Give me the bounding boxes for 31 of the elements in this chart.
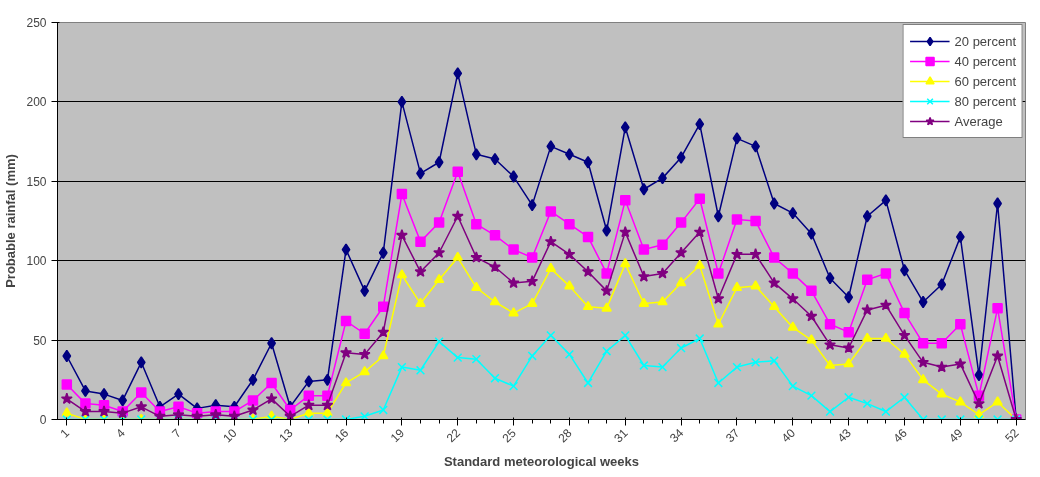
x-tick-label: 10 bbox=[220, 425, 240, 446]
y-tick-label: 150 bbox=[26, 174, 47, 189]
x-tick-label: 19 bbox=[387, 425, 408, 446]
x-tick-label: 7 bbox=[169, 425, 185, 441]
y-tick-label: 50 bbox=[33, 333, 47, 348]
x-tick-label: 49 bbox=[946, 425, 966, 446]
legend-label: 60 percent bbox=[954, 73, 1016, 89]
legend-label: Average bbox=[954, 113, 1003, 129]
legend-label: 80 percent bbox=[954, 93, 1016, 109]
x-tick-label: 34 bbox=[667, 425, 687, 446]
x-tick-label: 4 bbox=[113, 425, 129, 441]
x-tick-label: 31 bbox=[611, 425, 631, 446]
x-tick-label: 46 bbox=[890, 425, 911, 446]
y-tick-label: 0 bbox=[39, 413, 47, 427]
x-tick-label: 43 bbox=[834, 425, 855, 446]
y-axis-title: Probable rainfal (mm) bbox=[3, 154, 19, 288]
x-tick-label: 52 bbox=[1002, 425, 1022, 446]
x-tick-label: 13 bbox=[276, 425, 296, 446]
legend-label: 20 percent bbox=[954, 33, 1016, 49]
x-tick-label: 25 bbox=[499, 425, 520, 446]
x-axis-title: Standard meteorological weeks bbox=[443, 454, 640, 470]
x-tick-label: 28 bbox=[555, 425, 575, 446]
x-tick-label: 22 bbox=[443, 425, 464, 446]
y-tick-label: 100 bbox=[26, 254, 47, 269]
x-tick-label: 16 bbox=[332, 425, 352, 446]
y-tick-label: 250 bbox=[26, 16, 47, 30]
legend-label: 40 percent bbox=[954, 53, 1016, 69]
x-tick-label: 40 bbox=[778, 425, 799, 446]
y-tick-label: 200 bbox=[26, 95, 47, 110]
x-tick-label: 37 bbox=[722, 425, 743, 446]
x-tick-label: 1 bbox=[57, 425, 73, 441]
